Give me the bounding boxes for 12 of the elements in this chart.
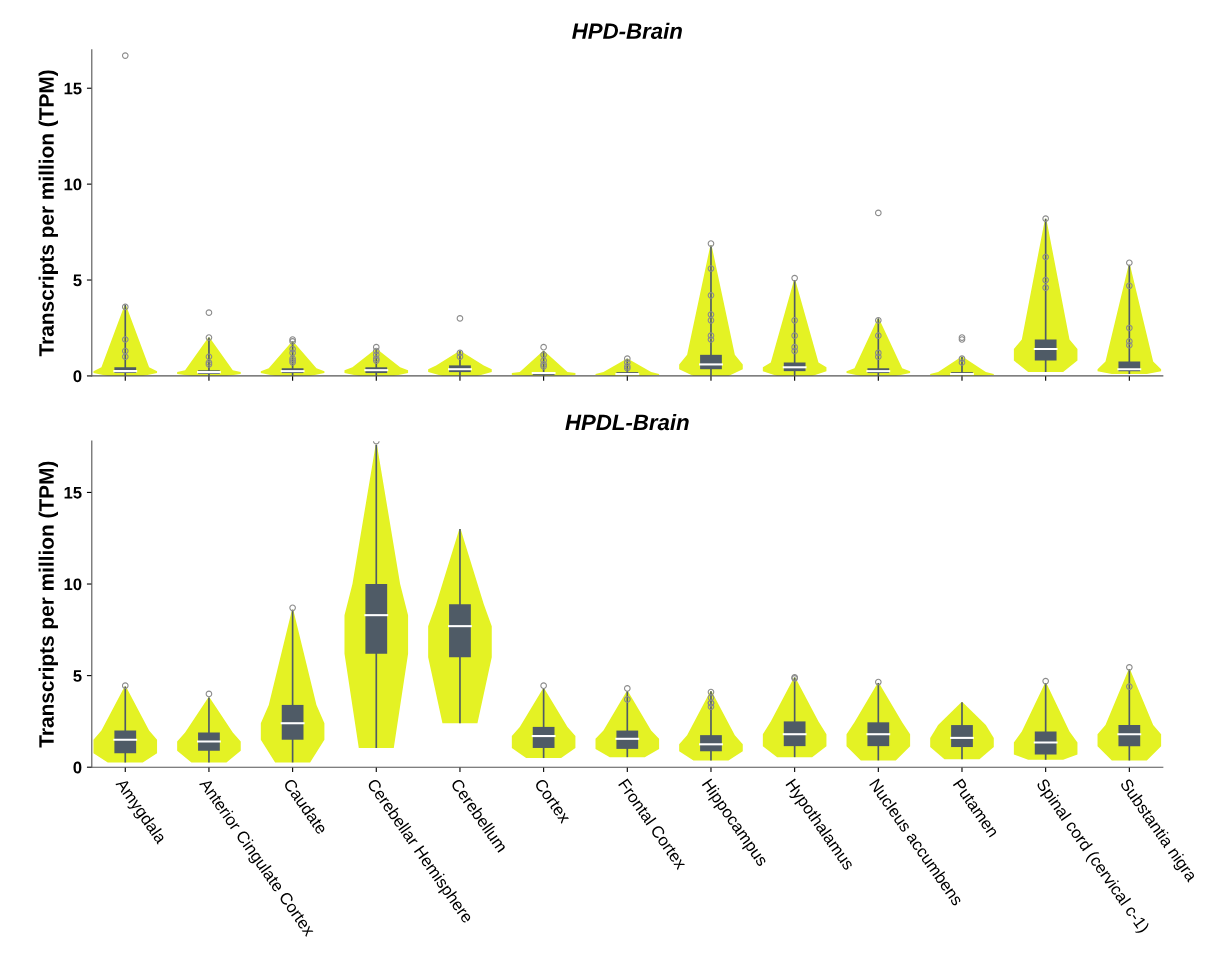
- y-tick-label: 10: [64, 578, 82, 591]
- y-tick-label: 5: [73, 670, 82, 682]
- y-tick-label: 0: [73, 370, 82, 383]
- y-tick-label: 15: [64, 82, 82, 95]
- y-tick-label: 0: [73, 761, 82, 774]
- y-tick-label: 10: [64, 178, 82, 191]
- chart-title: HPD-Brain: [572, 22, 682, 39]
- chart-title: HPDL-Brain: [565, 413, 689, 431]
- y-tick-label: 5: [73, 274, 82, 287]
- y-axis-title: Transcripts per million (TPM): [38, 70, 58, 357]
- y-tick-label: 15: [64, 487, 82, 499]
- y-axis-title: Transcripts per million (TPM): [38, 461, 58, 748]
